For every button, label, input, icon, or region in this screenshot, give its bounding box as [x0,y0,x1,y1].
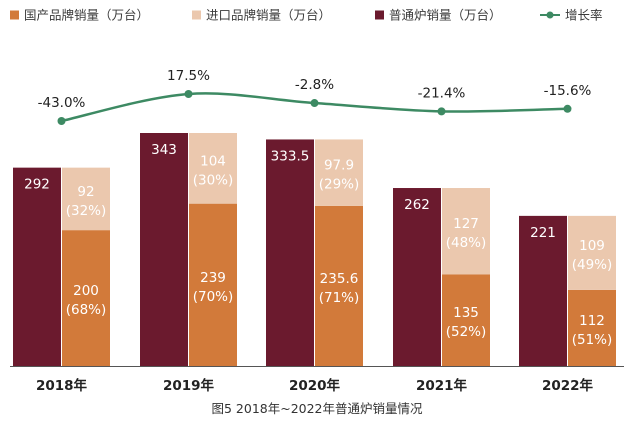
bar-total-2020年 [266,139,314,366]
bar-domestic-share-label: (68%) [66,302,107,318]
bar-total-value-label: 343 [151,142,177,158]
x-tick-label: 2019年 [163,377,215,394]
growth-rate-point [310,99,319,108]
x-axis-ticks: 2018年 2019年 2020年 2021年 2022年 [36,377,594,394]
bar-import-value-label: 92 [77,184,94,200]
bar-total-value-label: 262 [404,197,430,213]
bar-domestic-value-label: 200 [73,283,99,299]
bar-domestic-2022年 [568,289,616,366]
bar-total-2021年 [393,188,441,366]
growth-rate-label: -2.8% [295,77,334,93]
bar-domestic-share-label: (52%) [446,324,487,340]
bar-domestic-share-label: (51%) [572,332,613,348]
bar-import-value-label: 127 [453,216,479,232]
growth-rate-label: -21.4% [418,85,466,101]
legend: 国产品牌销量（万台） 进口品牌销量（万台） 普通炉销量（万台） 增长率 [10,8,603,23]
bar-import-share-label: (29%) [319,177,360,193]
bar-import-share-label: (30%) [193,172,234,188]
bar-total-2019年 [140,133,188,366]
bar-total-value-label: 292 [24,177,50,193]
legend-swatch-2 [375,10,384,20]
bar-import-value-label: 104 [200,153,226,169]
bar-total-value-label: 221 [530,225,556,241]
bar-import-share-label: (49%) [572,257,613,273]
bar-import-2018年 [62,167,110,231]
bar-import-2019年 [189,133,237,204]
bar-domestic-2019年 [189,203,237,366]
legend-swatch-1 [192,10,201,20]
growth-rate-label: -43.0% [38,95,86,111]
x-tick-label: 2022年 [542,377,594,394]
bar-total-2018年 [13,167,61,366]
growth-rate-point [184,90,193,98]
bar-total-2022年 [519,215,567,366]
growth-rate-line-layer: -43.0% 17.5% -2.8% -21.4% -15.6% [38,68,592,125]
bar-domestic-2020年 [315,205,363,366]
legend-label-1: 进口品牌销量（万台） [206,8,331,23]
legend-label-growth-rate: 增长率 [565,8,603,23]
growth-rate-line [61,92,568,123]
legend-swatch-growth-rate [540,11,560,19]
bar-domestic-share-label: (71%) [319,290,360,306]
legend-label-2: 普通炉销量（万台） [389,8,502,23]
legend-swatch-0 [10,10,19,20]
bar-import-2021年 [442,188,490,275]
bar-domestic-2021年 [442,274,490,366]
bar-import-value-label: 97.9 [324,158,354,174]
bar-import-share-label: (48%) [446,235,487,251]
growth-rate-point [437,107,446,116]
bar-import-2022年 [568,215,616,290]
growth-rate-label: 17.5% [167,68,210,84]
bar-import-2020年 [315,139,363,206]
bar-import-share-label: (32%) [66,203,107,219]
legend-label-0: 国产品牌销量（万台） [24,8,149,23]
bar-domestic-share-label: (70%) [193,289,234,305]
bar-domestic-2018年 [62,230,110,366]
bar-domestic-value-label: 235.6 [320,271,359,287]
bars: 292 200 (68%) 92 (32%) 343 239 (70%) 104 (30%) 333… [13,133,616,366]
bar-import-value-label: 109 [579,238,605,254]
x-tick-label: 2020年 [289,377,341,394]
growth-rate-label: -15.6% [544,83,592,99]
figure-caption: 图5 2018年~2022年普通炉销量情况 [211,401,423,416]
x-tick-label: 2018年 [36,377,88,394]
bar-domestic-value-label: 135 [453,305,479,321]
growth-rate-point [563,104,572,113]
bar-domestic-value-label: 239 [200,270,226,286]
bar-domestic-value-label: 112 [579,313,605,329]
growth-rate-point [57,117,66,125]
x-tick-label: 2021年 [416,377,468,394]
bar-total-value-label: 333.5 [271,148,310,164]
